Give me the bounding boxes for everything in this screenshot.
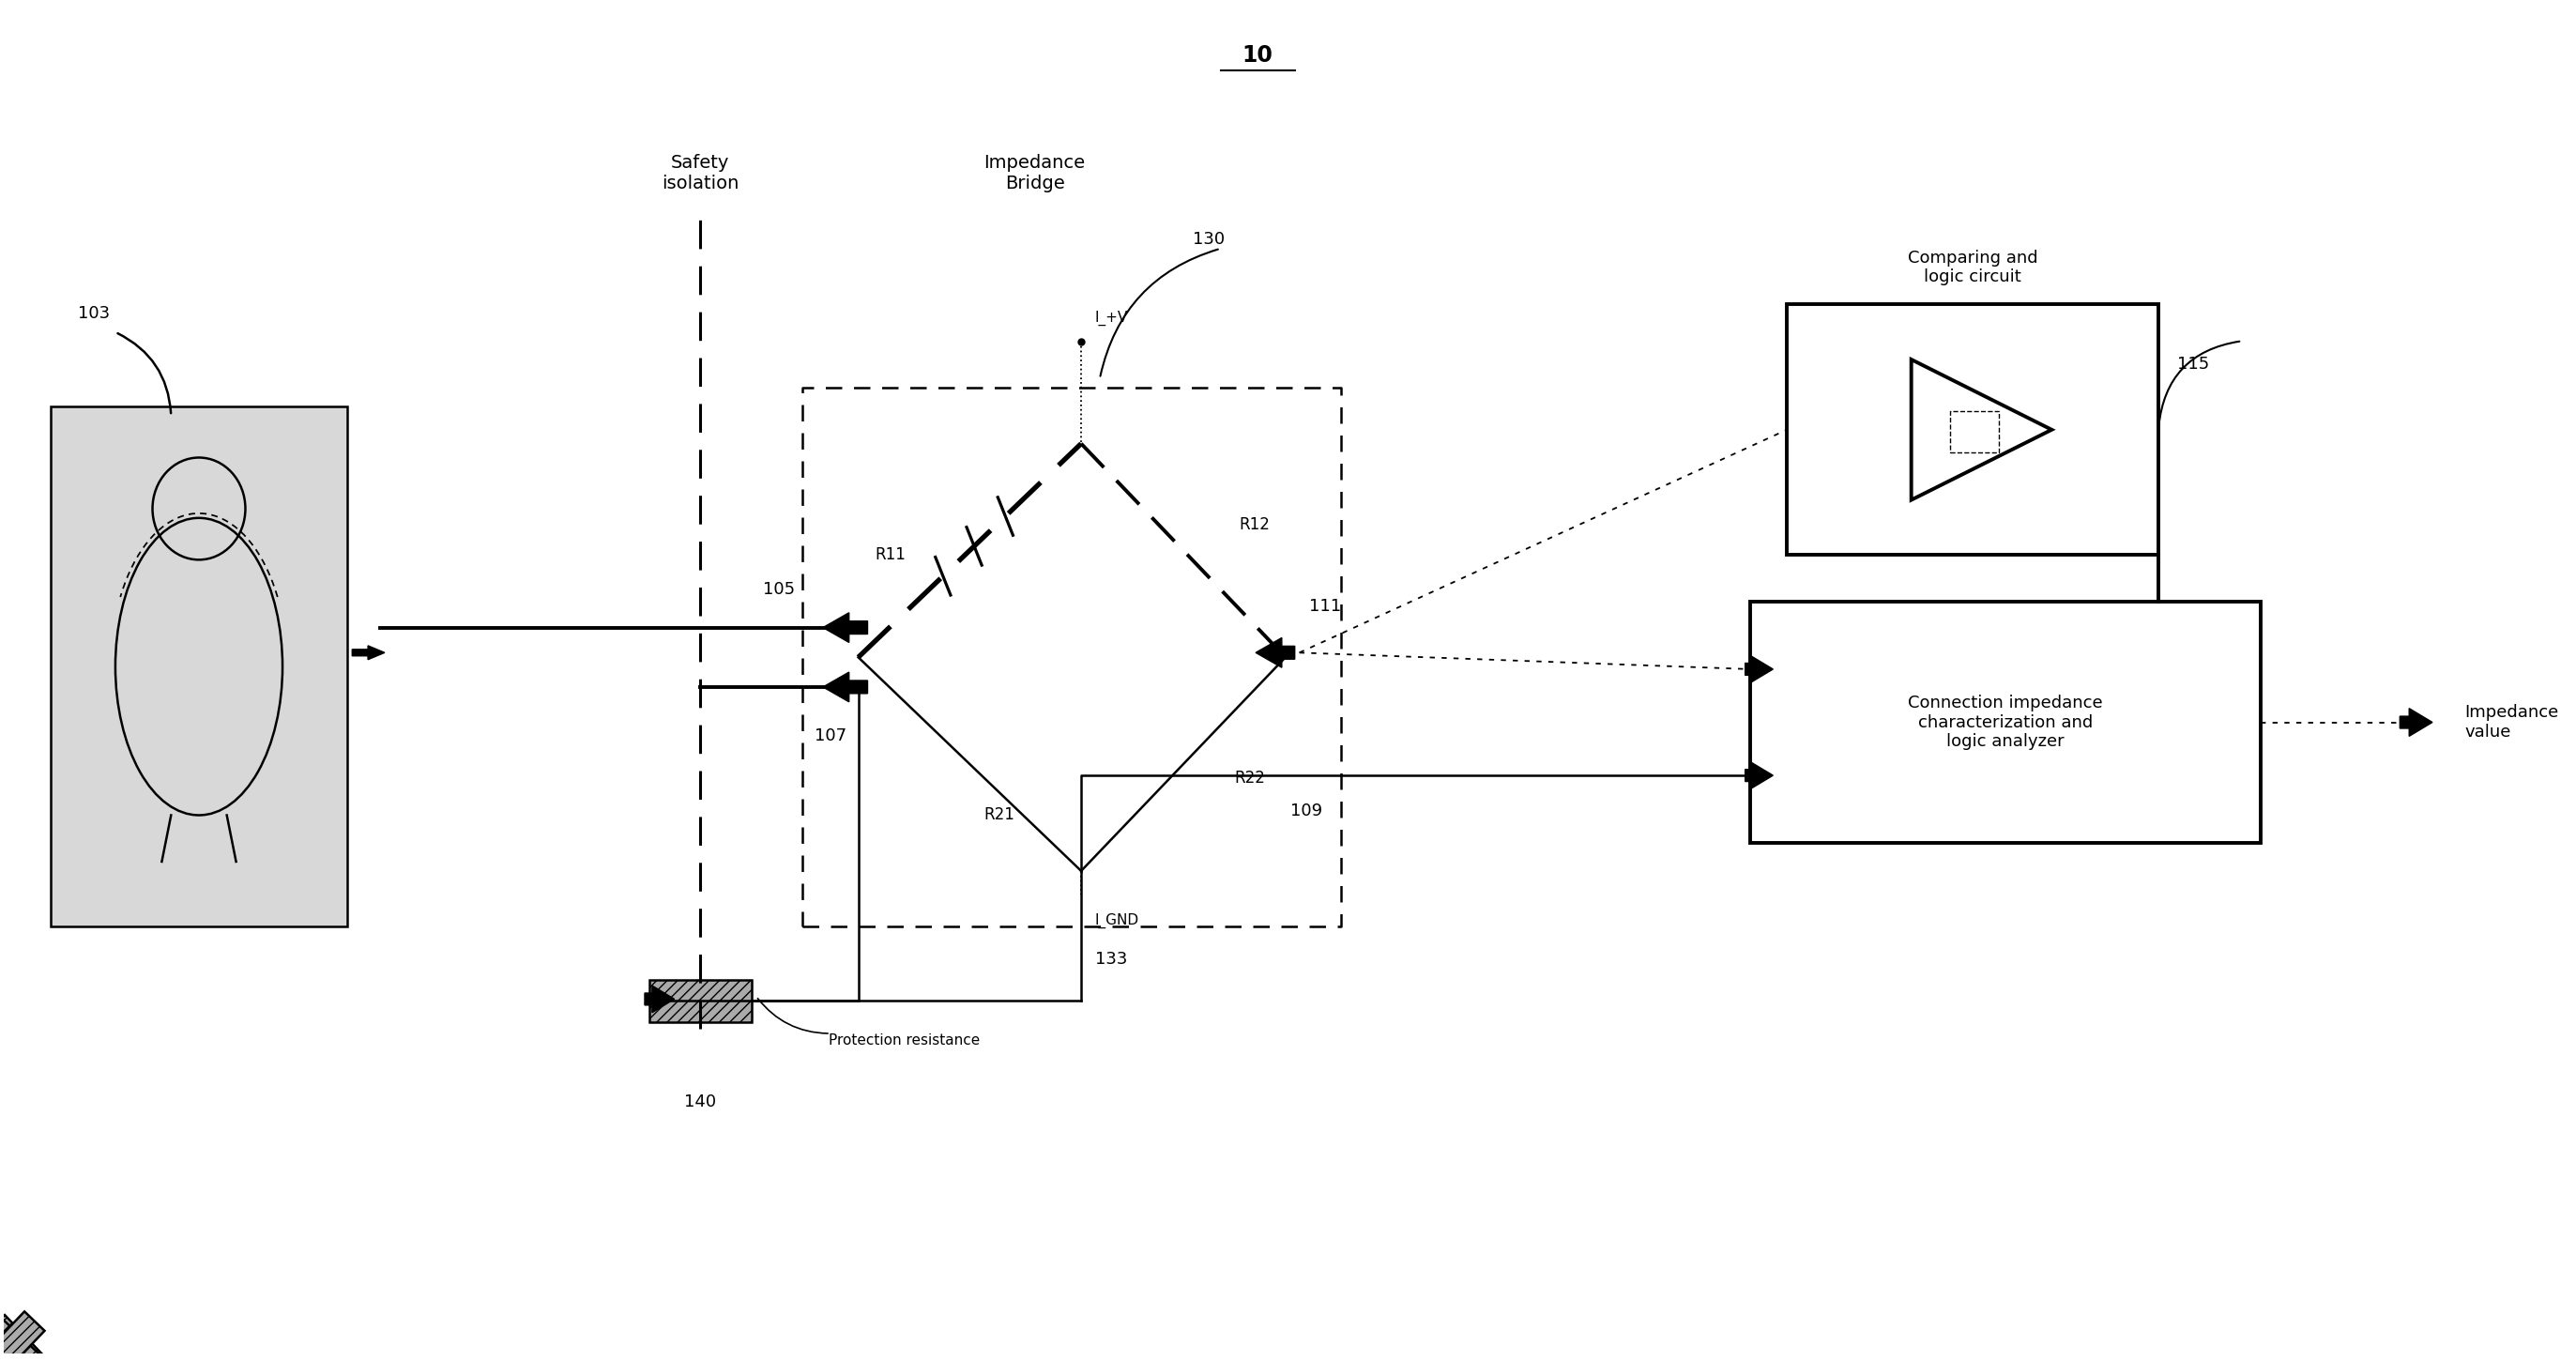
FancyArrow shape: [1255, 638, 1296, 667]
Bar: [0, 1312, 44, 1361]
Text: R12: R12: [1239, 516, 1270, 534]
FancyArrow shape: [1744, 762, 1772, 789]
Text: 140: 140: [685, 1094, 716, 1111]
Text: R22: R22: [1234, 769, 1265, 787]
Text: Impedance
Bridge: Impedance Bridge: [984, 154, 1084, 193]
Text: 115: 115: [2177, 355, 2210, 373]
FancyArrow shape: [822, 672, 868, 702]
Text: 105: 105: [762, 581, 796, 597]
Text: Comparing and
logic circuit: Comparing and logic circuit: [1909, 249, 2038, 286]
Text: 111: 111: [1309, 597, 1340, 615]
Text: 133: 133: [1095, 951, 1128, 968]
Text: R21: R21: [984, 807, 1015, 823]
FancyArrow shape: [2401, 708, 2432, 736]
Text: I_GND: I_GND: [1095, 913, 1139, 928]
Text: 103: 103: [77, 305, 111, 323]
Text: Impedance
value: Impedance value: [2465, 704, 2558, 740]
Bar: [1950, 411, 1999, 453]
Text: 109: 109: [1291, 802, 1321, 819]
Text: 10: 10: [1242, 45, 1273, 67]
Bar: [649, 980, 752, 1022]
FancyArrow shape: [644, 985, 675, 1013]
Bar: [1749, 602, 2262, 842]
Polygon shape: [1911, 359, 2050, 499]
Text: Safety
isolation: Safety isolation: [662, 154, 739, 193]
Bar: [0, 1315, 54, 1361]
FancyArrow shape: [822, 612, 868, 642]
Bar: [52, 407, 348, 927]
Text: I_+V: I_+V: [1095, 310, 1128, 325]
Text: 130: 130: [1193, 231, 1224, 248]
Bar: [0, 1317, 54, 1361]
Text: Connection impedance
characterization and
logic analyzer: Connection impedance characterization an…: [1909, 694, 2102, 750]
FancyArrow shape: [1744, 655, 1772, 683]
Text: 107: 107: [814, 728, 848, 744]
FancyArrow shape: [353, 645, 384, 660]
Text: R11: R11: [876, 547, 907, 563]
Text: Protection resistance: Protection resistance: [829, 1033, 981, 1048]
Bar: [1788, 305, 2159, 555]
